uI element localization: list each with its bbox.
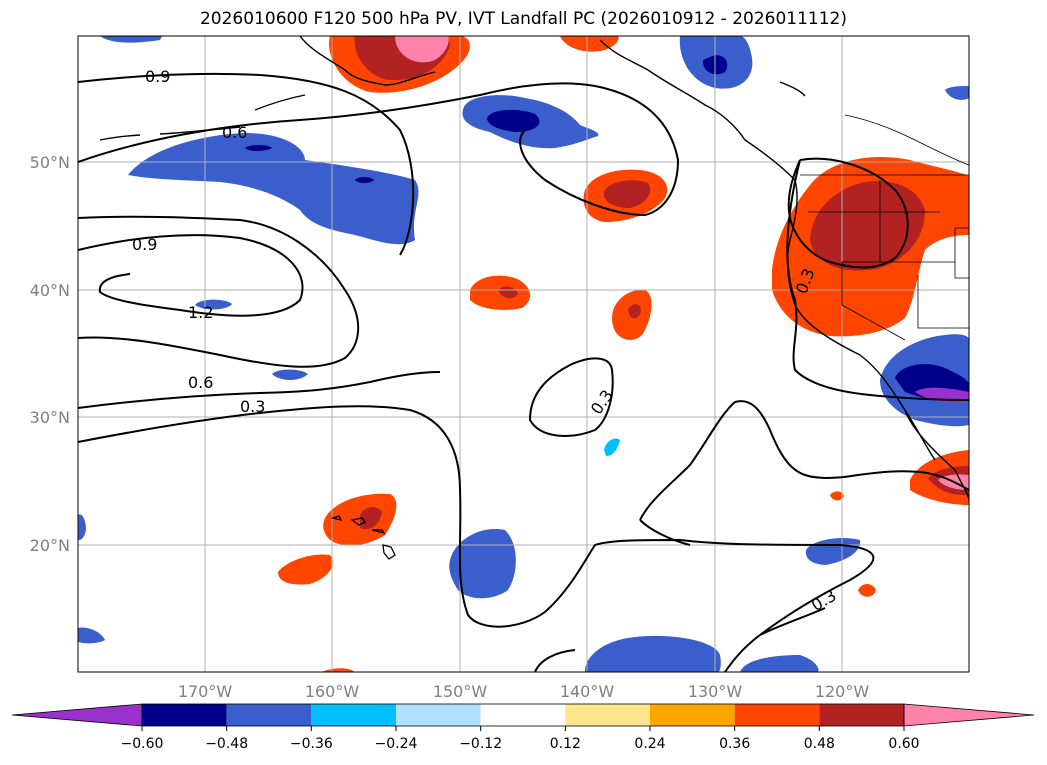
- colorbar-tick-label: −0.60: [121, 736, 164, 752]
- longitude-labels: 170°W 160°W 150°W 140°W 130°W 120°W: [178, 682, 870, 701]
- lon-label: 160°W: [305, 682, 360, 701]
- lat-label: 40°N: [30, 281, 70, 300]
- pv-anomaly-fills: [78, 36, 969, 672]
- colorbar-tick-label: 0.36: [719, 736, 750, 752]
- colorbar-segment: [819, 704, 904, 726]
- lon-label: 170°W: [178, 682, 233, 701]
- colorbar-segment: [480, 704, 566, 726]
- lat-label: 20°N: [30, 536, 70, 555]
- lon-label: 120°W: [815, 682, 870, 701]
- colorbar: [11, 703, 1035, 727]
- contour-label: 1.2: [188, 303, 213, 322]
- colorbar-tick-label: −0.48: [205, 736, 248, 752]
- colorbar-tick-label: −0.12: [459, 736, 502, 752]
- colorbar-tick-label: 0.60: [888, 736, 919, 752]
- colorbar-ticks: −0.60 −0.48 −0.36 −0.24 −0.12 0.12 0.24 0.36 0.4…: [121, 726, 920, 752]
- contour-label: 0.3: [240, 397, 265, 416]
- colorbar-tick-label: −0.24: [375, 736, 418, 752]
- colorbar-extend-max: [903, 703, 1035, 727]
- colorbar-segment: [311, 704, 396, 726]
- colorbar-segment: [650, 704, 735, 726]
- colorbar-outline: [141, 703, 905, 727]
- colorbar-tick-label: 0.12: [550, 736, 581, 752]
- colorbar-segment: [396, 704, 481, 726]
- lon-label: 130°W: [688, 682, 743, 701]
- colorbar-segment: [565, 704, 650, 726]
- borders: [800, 114, 969, 341]
- contour-label: 0.6: [188, 373, 213, 392]
- colorbar-segment: [142, 704, 227, 726]
- hawaii-islands: [330, 515, 396, 560]
- contour-label: 0.9: [145, 67, 170, 86]
- map-title: 2026010600 F120 500 hPa PV, IVT Landfall…: [199, 9, 847, 29]
- colorbar-tick-label: 0.48: [804, 736, 835, 752]
- map-frame: [77, 35, 970, 673]
- pv-contours: [78, 72, 969, 672]
- lat-label: 50°N: [30, 153, 70, 172]
- colorbar-tick-label: −0.36: [290, 736, 333, 752]
- lat-label: 30°N: [30, 408, 70, 427]
- lon-label: 150°W: [433, 682, 488, 701]
- contour-label: 0.6: [222, 123, 247, 142]
- colorbar-segment: [226, 704, 312, 726]
- colorbar-extend-min: [11, 703, 143, 727]
- latitude-labels: 50°N 40°N 30°N 20°N: [30, 153, 70, 555]
- coastlines: [99, 36, 969, 501]
- colorbar-tick-label: 0.24: [634, 736, 665, 752]
- positive-anomaly-peak: [395, 36, 449, 63]
- lon-label: 140°W: [560, 682, 615, 701]
- colorbar-segment: [734, 704, 820, 726]
- contour-label: 0.9: [132, 235, 157, 254]
